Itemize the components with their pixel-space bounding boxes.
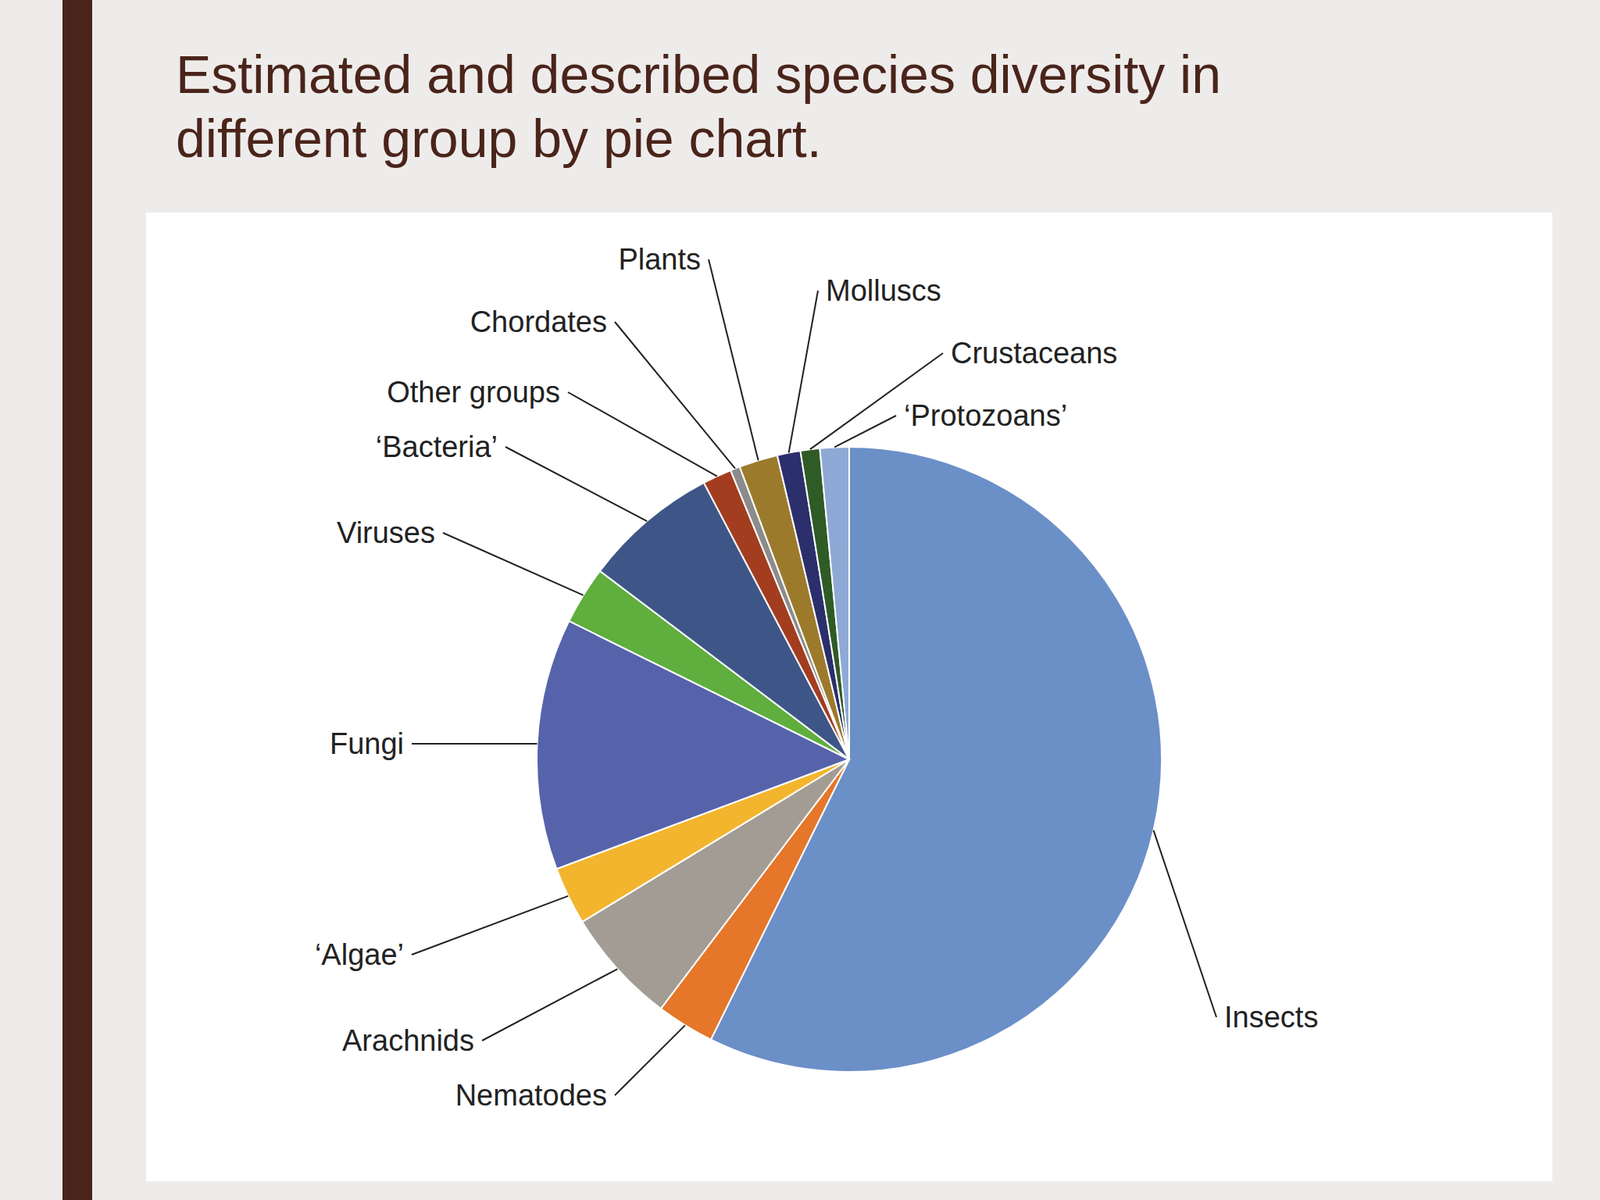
svg-text:Other groups: Other groups [386,375,561,409]
html-text:Estimated and described specie: Estimated and described species diversit… [175,44,1222,168]
svg-text:‘Protozoans’: ‘Protozoans’ [903,399,1068,433]
svg-text:Insects: Insects [1224,1000,1318,1034]
svg-text:Plants: Plants [617,242,701,276]
svg-text:Nematodes: Nematodes [455,1078,608,1112]
svg-text:Crustaceans: Crustaceans [950,336,1118,370]
svg-text:Molluscs: Molluscs [825,274,942,308]
svg-text:Arachnids: Arachnids [342,1024,475,1058]
svg-text:Chordates: Chordates [470,305,608,339]
svg-text:‘Algae’: ‘Algae’ [314,938,404,972]
svg-text:‘Bacteria’: ‘Bacteria’ [375,430,498,464]
svg-text:Viruses: Viruses [336,516,436,550]
svg-text:Fungi: Fungi [329,727,404,761]
